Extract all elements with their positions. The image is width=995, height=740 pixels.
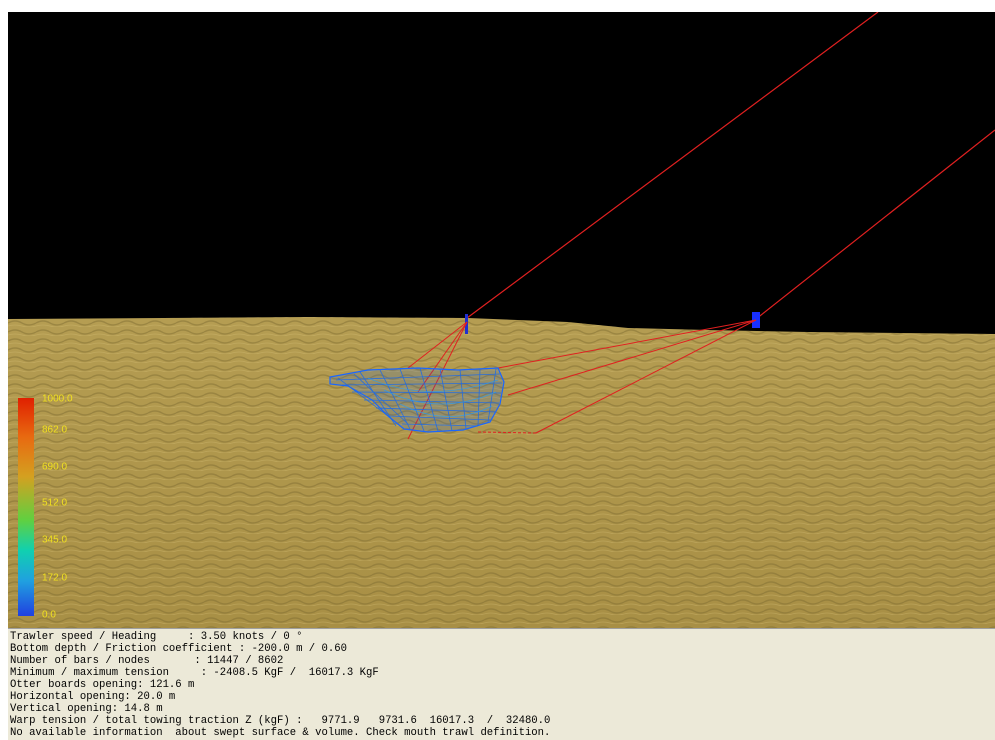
scale-tick-label: 345.0 [42, 534, 68, 546]
scale-tick-label: 1000.0 [42, 393, 73, 405]
tension-color-scale [18, 398, 34, 616]
trawl-net [329, 367, 505, 433]
3d-viewport[interactable]: 1000.0 862.0 690.0 512.0 345.0 172.0 0.0 [8, 12, 995, 628]
trawl-scene[interactable] [8, 12, 995, 628]
info-tension-range: Minimum / maximum tension : -2408.5 KgF … [10, 667, 379, 679]
info-bars-nodes: Number of bars / nodes : 11447 / 8602 [10, 655, 284, 667]
scale-tick-label: 512.0 [42, 497, 68, 509]
scale-tick-label: 0.0 [42, 609, 56, 621]
info-horizontal-opening: Horizontal opening: 20.0 m [10, 691, 176, 703]
info-otter-boards-opening: Otter boards opening: 121.6 m [10, 679, 195, 691]
bridle-lines [407, 319, 757, 440]
info-bottom-depth: Bottom depth / Friction coefficient : -2… [10, 643, 347, 655]
warp-line-right [755, 129, 995, 320]
scale-tick-label: 690.0 [42, 461, 68, 473]
info-warp-tension: Warp tension / total towing traction Z (… [10, 715, 551, 727]
scale-tick-label: 862.0 [42, 424, 68, 436]
seabed-texture [8, 317, 995, 628]
info-trawler-speed: Trawler speed / Heading : 3.50 knots / 0… [10, 631, 303, 643]
warp-line-left [466, 12, 879, 319]
info-vertical-opening: Vertical opening: 14.8 m [10, 703, 163, 715]
simulation-info-panel: Trawler speed / Heading : 3.50 knots / 0… [8, 628, 995, 740]
scale-tick-label: 172.0 [42, 572, 68, 584]
info-swept-surface: No available information about swept sur… [10, 727, 551, 739]
